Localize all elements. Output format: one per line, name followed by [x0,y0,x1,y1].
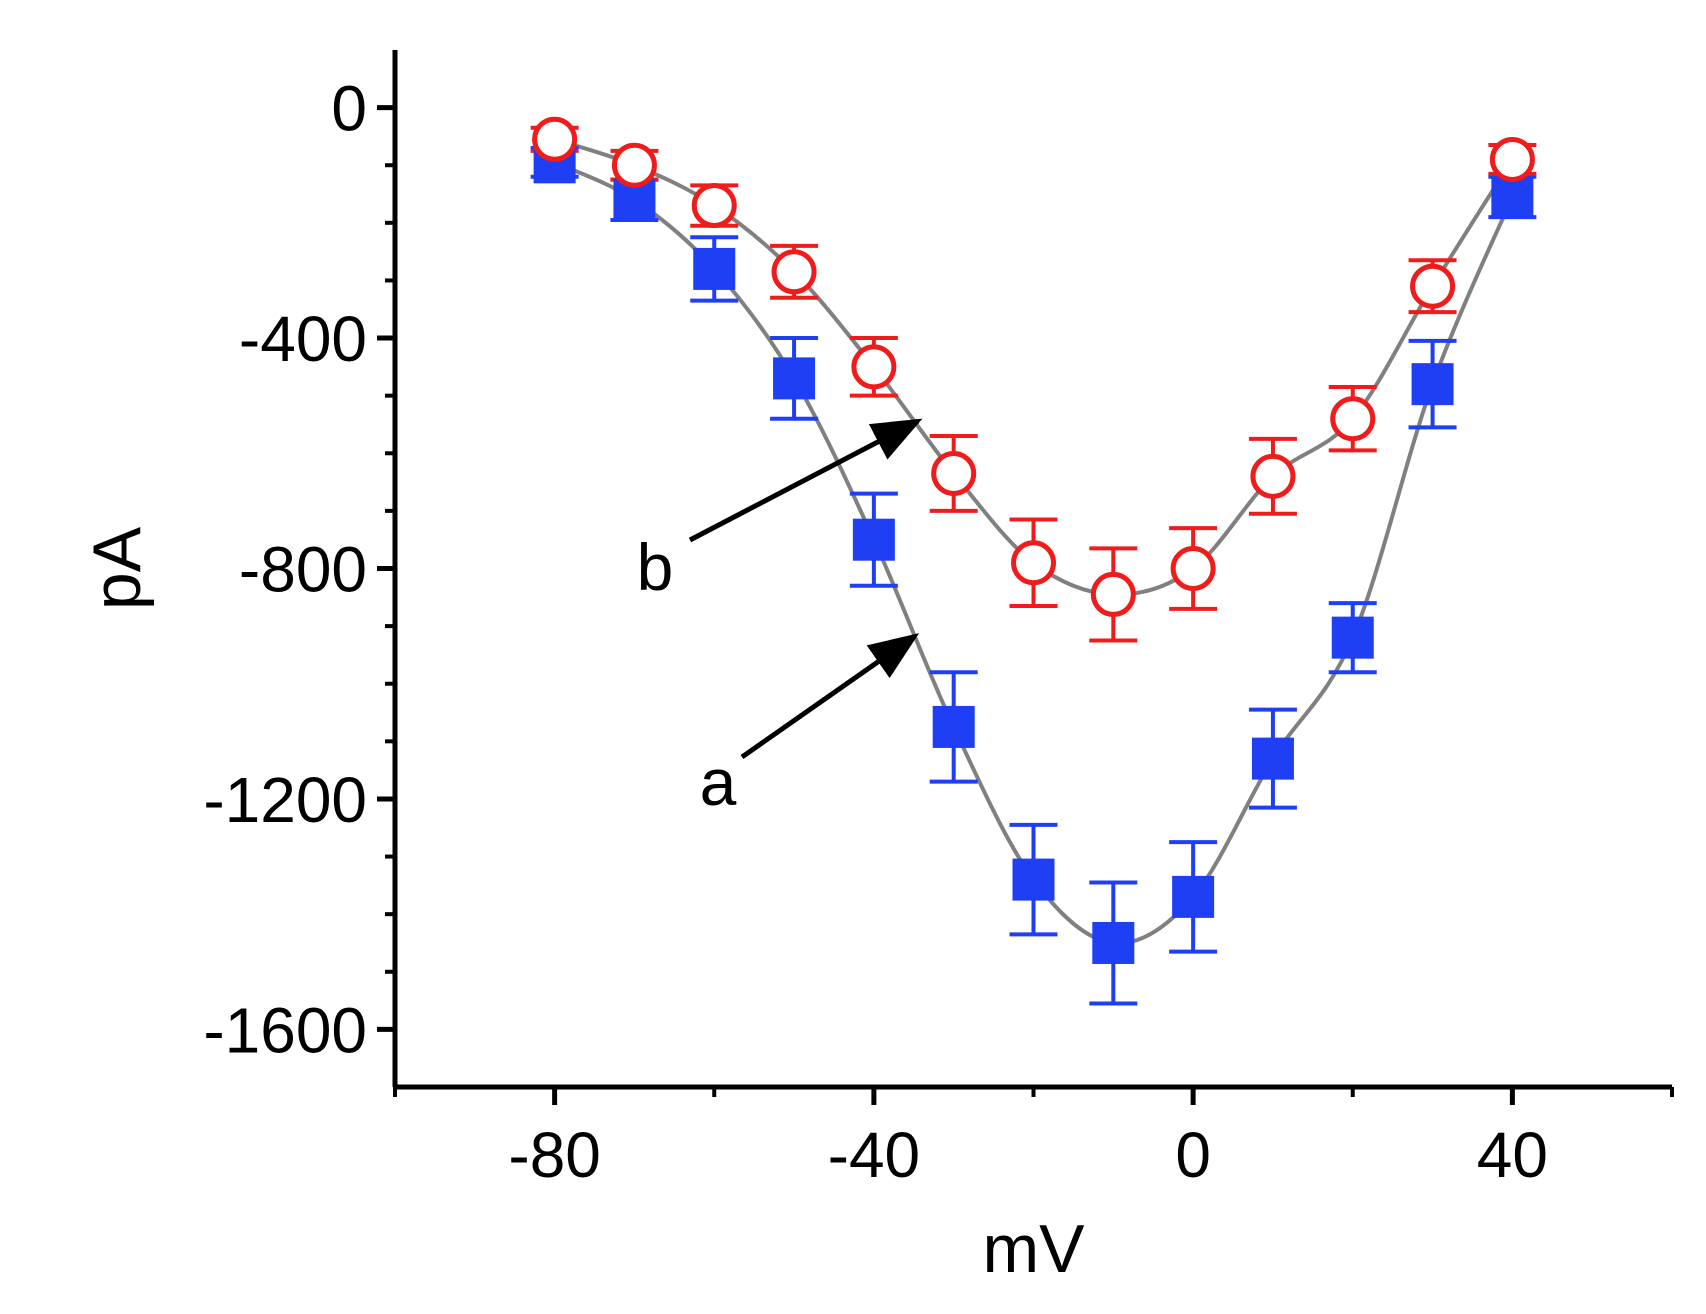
data-point-a [1411,363,1454,406]
y-axis-title: pA [79,526,155,610]
data-point-a [1012,858,1055,901]
data-point-a [1092,921,1135,964]
data-point-b [931,450,977,496]
x-tick-label: -80 [508,1119,601,1191]
x-tick-label: 40 [1477,1119,1548,1191]
annotation-label-a: a [700,745,737,819]
data-point-b [691,183,737,229]
data-points [532,116,1535,964]
data-point-b [771,249,817,295]
y-tick-label: -1200 [203,764,367,836]
data-point-a [693,247,736,290]
data-point-b [532,116,578,162]
data-point-a [852,518,895,561]
x-axis-title: mV [983,1211,1086,1287]
data-point-b [1410,263,1456,309]
annotations: ab [637,418,923,819]
data-point-a [1331,616,1374,659]
data-point-a [1251,737,1294,780]
annotation-arrow-b [688,418,923,543]
data-point-b [851,344,897,390]
x-tick-label: 0 [1175,1119,1211,1191]
data-point-a [932,705,975,748]
data-point-a [773,357,816,400]
annotation-arrow-a [740,633,920,760]
x-tick-label: -40 [828,1119,921,1191]
data-point-b [1090,571,1136,617]
data-point-b [1250,453,1296,499]
data-point-b [1011,540,1056,586]
data-point-a [1172,875,1215,918]
y-tick-label: -1600 [203,994,367,1066]
annotation-label-b: b [637,530,674,604]
data-point-b [1330,396,1376,442]
data-point-b [1489,136,1535,182]
y-tick-label: -400 [239,303,367,375]
y-tick-label: -800 [239,534,367,606]
data-point-a [1491,175,1534,218]
y-tick-label: 0 [331,73,367,145]
data-point-b [1170,546,1216,591]
data-point-b [611,142,657,188]
